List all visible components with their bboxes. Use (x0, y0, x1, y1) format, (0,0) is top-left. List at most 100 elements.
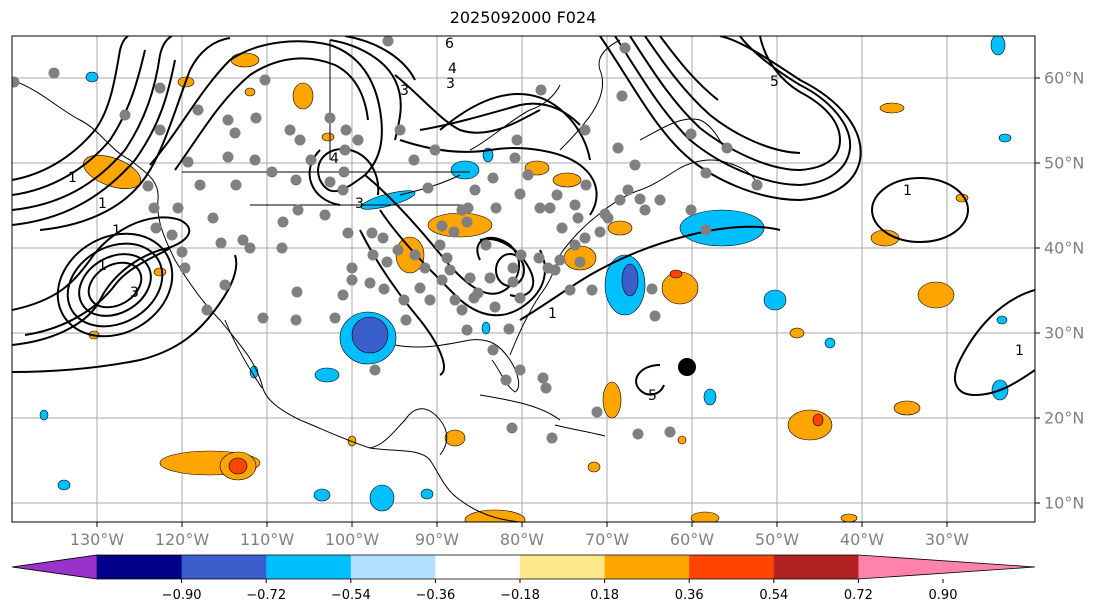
station-dot (533, 252, 545, 264)
longitude-label: 100°W (324, 530, 380, 549)
colorbar-segment (604, 555, 690, 579)
colorbar-segment (520, 555, 606, 579)
station-dot (602, 212, 614, 224)
colorbar-tick-label: −0.18 (500, 588, 540, 603)
station-dot (148, 202, 160, 214)
station-dot (484, 272, 496, 284)
station-dot (277, 216, 289, 228)
station-dot (408, 154, 420, 166)
station-dot (154, 82, 166, 94)
contour-lines (12, 36, 1035, 397)
station-dot (398, 294, 410, 306)
colorbar-tick-label: −0.72 (246, 588, 287, 603)
station-dot (230, 179, 242, 191)
colorbar-segment (773, 555, 859, 579)
station-dot (436, 220, 448, 232)
station-markers (12, 36, 763, 444)
station-dot (509, 152, 521, 164)
longitude-label: 120°W (154, 530, 210, 549)
station-dot (324, 176, 336, 188)
station-dot (346, 262, 358, 274)
station-dot (503, 323, 515, 335)
contour-label: 3 (446, 76, 455, 92)
station-dot (721, 142, 733, 154)
station-dot (464, 272, 476, 284)
contour-label: 5 (648, 388, 657, 404)
station-dot (294, 134, 306, 146)
colorbar-segment (350, 555, 436, 579)
station-dot (48, 67, 60, 79)
station-dot (381, 256, 393, 268)
contour-label: 5 (770, 74, 779, 90)
station-dot (290, 314, 302, 326)
station-dot (522, 169, 534, 181)
station-dot (150, 222, 162, 234)
station-dot (461, 216, 473, 228)
colorbar-segment (266, 555, 352, 579)
station-dot (382, 36, 394, 47)
station-dot (448, 226, 460, 238)
station-dot (364, 277, 376, 289)
station-dot (487, 172, 499, 184)
contour-label: 1 (903, 183, 912, 199)
station-dot (490, 202, 502, 214)
station-dot (487, 344, 499, 356)
contour-label: 1 (548, 306, 557, 322)
station-dot (352, 134, 364, 146)
colorbar-segment (97, 555, 183, 579)
contour-label: 1 (1015, 343, 1024, 359)
station-dot (377, 232, 389, 244)
station-dot (632, 428, 644, 440)
colorbar-segment (435, 555, 521, 579)
station-dot (367, 249, 379, 261)
contour-label: 6 (445, 36, 454, 52)
station-dot (12, 76, 20, 88)
colorbar-tick-label: 0.72 (843, 588, 873, 603)
station-dot (685, 128, 697, 140)
station-dot (422, 182, 434, 194)
station-dot (634, 193, 646, 205)
station-dot (535, 84, 547, 96)
contour-label: 4 (448, 61, 457, 77)
station-dot (664, 426, 676, 438)
station-dot (500, 374, 512, 386)
station-dot (339, 144, 351, 156)
contour-label: 3 (130, 285, 139, 301)
station-dot (400, 314, 412, 326)
contour-label-group: 1 1 1 3 1 4 3 6 4 3 3 1 5 1 1 5 (68, 36, 1024, 404)
station-dot (506, 422, 518, 434)
latitude-label: 50°N (1044, 153, 1085, 173)
station-dot (444, 264, 456, 276)
station-dot (340, 124, 352, 136)
station-dot (629, 159, 641, 171)
colorbar-segment (181, 555, 267, 579)
station-dot (319, 209, 331, 221)
map-title: 2025092000 F024 (449, 8, 597, 27)
station-dot (612, 142, 624, 154)
station-dot (392, 244, 404, 256)
colorbar-extend-min (11, 554, 98, 580)
station-dot (441, 252, 453, 264)
colorbar-tick-label: 0.18 (590, 588, 620, 603)
station-dot (556, 222, 568, 234)
station-dot (461, 324, 473, 336)
station-dot (507, 276, 519, 288)
contour-label: 3 (355, 196, 364, 212)
station-dot (219, 279, 231, 291)
latitude-label: 30°N (1044, 323, 1085, 343)
station-dot (394, 124, 406, 136)
station-dot (192, 104, 204, 116)
station-dot (514, 292, 526, 304)
longitude-label: 60°W (669, 530, 715, 549)
contour-label: 1 (112, 223, 121, 239)
station-dot (237, 234, 249, 246)
station-dot (594, 226, 606, 238)
colorbar-tick-label: 0.36 (674, 588, 704, 603)
contour-label: 1 (98, 258, 107, 274)
station-dot (259, 74, 271, 86)
station-dot (409, 249, 421, 261)
station-dot (229, 127, 241, 139)
station-dot (449, 294, 461, 306)
station-dot (649, 310, 661, 322)
station-dot (646, 283, 658, 295)
